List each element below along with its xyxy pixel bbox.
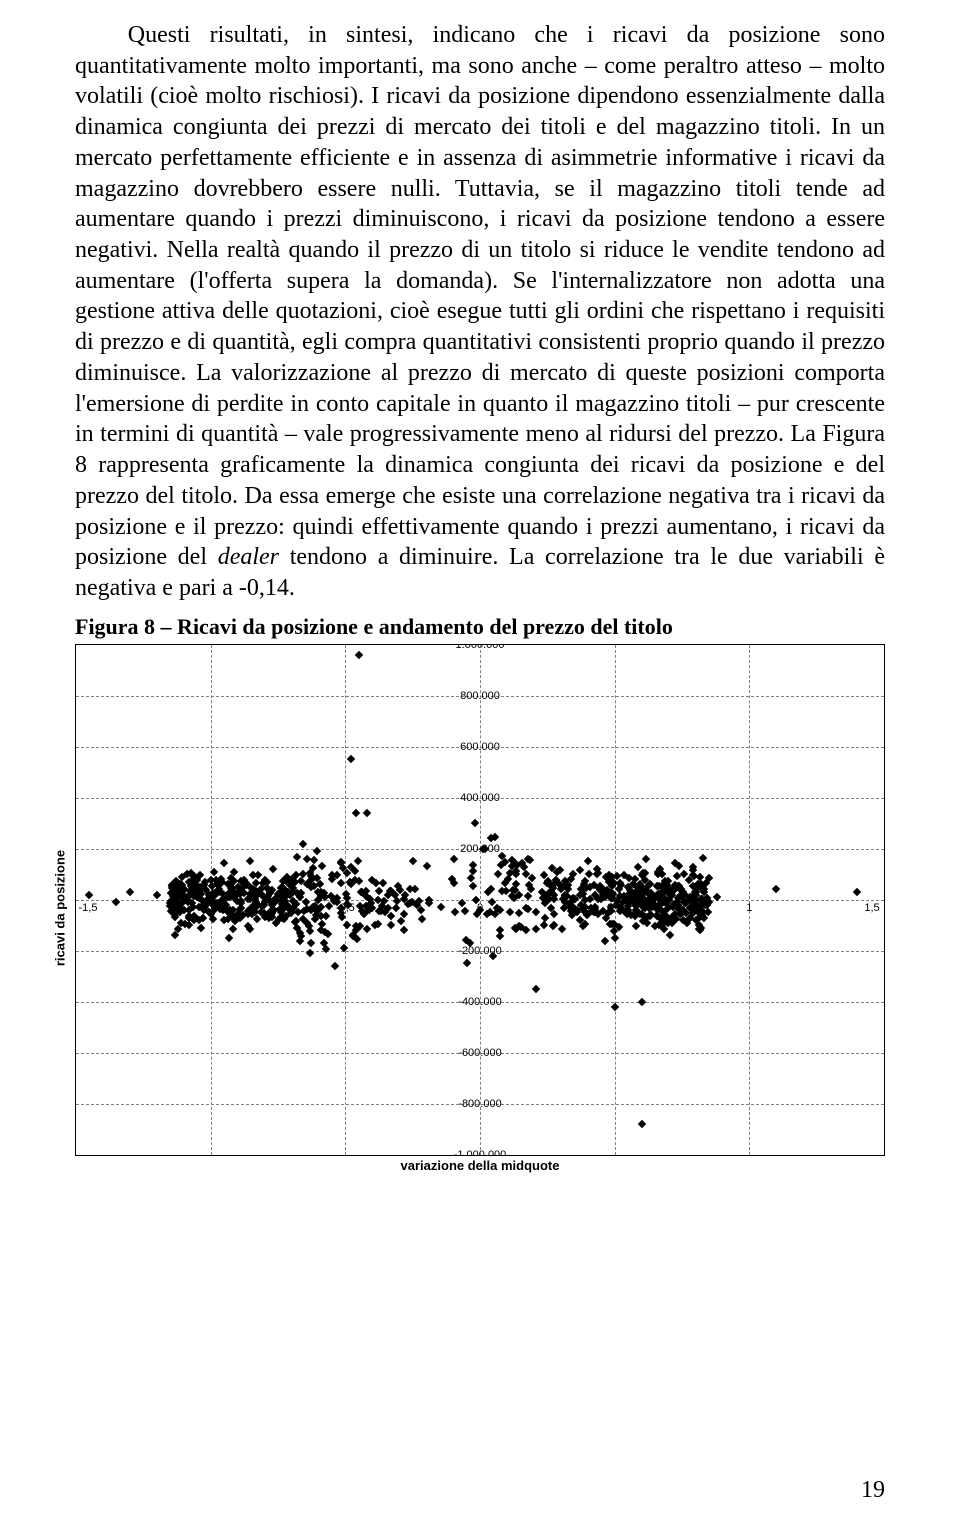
chart-y-axis-label: ricavi da posizione bbox=[53, 850, 68, 966]
page-number: 19 bbox=[861, 1477, 885, 1504]
figure-caption: Figura 8 – Ricavi da posizione e andamen… bbox=[75, 614, 885, 640]
figure-8-chart: ricavi da posizione -1.000.000-800.000-6… bbox=[30, 644, 885, 1173]
chart-x-tick-label: 1,5 bbox=[864, 902, 879, 914]
body-paragraph: Questi risultati, in sintesi, indicano c… bbox=[75, 20, 885, 604]
chart-x-axis-label: variazione della midquote bbox=[75, 1158, 885, 1173]
chart-plot-area: -1.000.000-800.000-600.000-400.000-200.0… bbox=[75, 644, 885, 1156]
chart-x-tick-label: 1 bbox=[746, 902, 752, 914]
chart-x-tick-label: -1,5 bbox=[79, 902, 98, 914]
